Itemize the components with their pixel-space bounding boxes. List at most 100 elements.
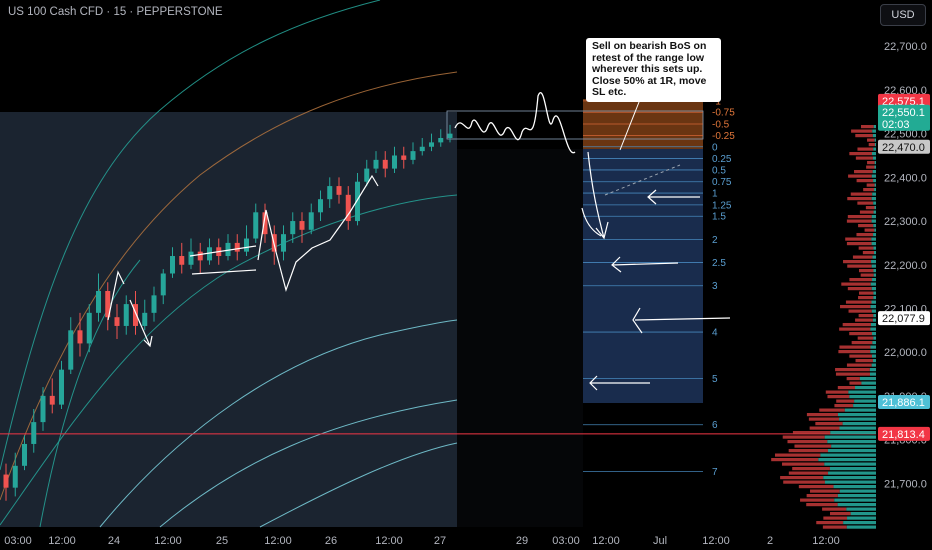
- candle-body: [281, 234, 286, 252]
- volume-bar-sell: [792, 467, 830, 471]
- volume-bar-sell: [849, 152, 873, 156]
- volume-bar-sell: [806, 413, 838, 417]
- y-tick-label: 22,400.0: [884, 172, 927, 184]
- volume-bar-buy: [824, 462, 876, 466]
- volume-bar-buy: [820, 453, 876, 457]
- fib-label: -0.25: [712, 131, 735, 142]
- volume-bar-buy: [871, 287, 876, 291]
- volume-bar-buy: [871, 264, 876, 268]
- price-labels: 22,575.122,550.102:0322,470.022,077.921,…: [878, 93, 930, 441]
- y-tick-label: 22,500.0: [884, 129, 927, 141]
- volume-bar-sell: [846, 363, 872, 367]
- volume-bar-sell: [855, 359, 873, 363]
- volume-bar-sell: [855, 134, 873, 138]
- volume-bar-sell: [822, 525, 847, 529]
- candle-body: [327, 186, 333, 200]
- candle-body: [160, 273, 166, 296]
- fib-label: -0.5: [712, 120, 730, 131]
- x-tick-label: 12:00: [48, 535, 76, 547]
- volume-bar-buy: [873, 296, 876, 300]
- volume-bar-buy: [871, 219, 876, 223]
- swing-mark-1: [107, 270, 153, 348]
- volume-bar-buy: [873, 314, 876, 318]
- volume-bar-buy: [872, 192, 876, 196]
- volume-bar-buy: [844, 408, 876, 412]
- volume-bar-sell: [847, 215, 872, 219]
- volume-bar-buy: [837, 494, 876, 498]
- volume-bar-buy: [873, 291, 876, 295]
- currency-button[interactable]: USD: [880, 4, 926, 26]
- volume-bar-sell: [788, 471, 829, 475]
- volume-bar-sell: [847, 197, 872, 201]
- y-tick-label: 22,300.0: [884, 216, 927, 228]
- volume-bar-buy: [870, 305, 876, 309]
- time-axis[interactable]: 03:00 12:00 24 12:00 25 12:00 26 12:00 27 29 03:00…: [4, 535, 840, 547]
- price-label-bg: [878, 426, 930, 441]
- price-label-text: 22,077.9: [882, 313, 925, 325]
- candle-body: [355, 181, 360, 222]
- fib-label: 0.25: [712, 154, 732, 165]
- candle-body: [318, 199, 323, 213]
- candle-body: [225, 242, 231, 257]
- candle-body: [22, 443, 27, 466]
- x-tick-label: 12:00: [702, 535, 730, 547]
- volume-bar-buy: [829, 467, 876, 471]
- volume-bar-buy: [872, 278, 876, 282]
- volume-bar-sell: [839, 345, 871, 349]
- candle-body: [401, 155, 407, 160]
- volume-bar-buy: [871, 174, 876, 178]
- volume-bar-sell: [858, 246, 874, 250]
- band-outer-upper: [0, 0, 381, 471]
- candle-body: [438, 138, 444, 143]
- volume-bar-buy: [869, 372, 876, 376]
- volume-bar-buy: [870, 327, 876, 331]
- candle-body: [244, 238, 249, 252]
- volume-bar-buy: [824, 435, 876, 439]
- volume-bar-sell: [864, 228, 875, 232]
- volume-bar-sell: [851, 129, 873, 133]
- volume-bar-buy: [849, 395, 876, 399]
- x-tick-label: 24: [108, 535, 120, 547]
- volume-bar-sell: [780, 476, 824, 480]
- pointer-line: [619, 91, 644, 151]
- candle-body: [188, 251, 194, 265]
- volume-bar-sell: [862, 251, 875, 255]
- fib-label: 4: [712, 328, 718, 339]
- candle-body: [3, 474, 9, 488]
- volume-bar-buy: [846, 525, 876, 529]
- volume-bar-sell: [849, 381, 862, 385]
- volume-bar-sell: [782, 462, 825, 466]
- volume-bar-sell: [840, 305, 871, 309]
- volume-bar-sell: [827, 395, 850, 399]
- volume-bar-buy: [837, 503, 876, 507]
- volume-bar-buy: [861, 381, 876, 385]
- candle-body: [410, 151, 416, 160]
- volume-bar-buy: [874, 206, 876, 210]
- volume-bar-buy: [830, 431, 876, 435]
- volume-bar-sell: [860, 273, 874, 277]
- volume-bar-buy: [874, 183, 876, 187]
- volume-bar-sell: [816, 521, 844, 525]
- volume-bar-sell: [856, 179, 874, 183]
- candle-body: [31, 422, 37, 444]
- band-outer-low: [159, 399, 458, 528]
- band-inner-low: [99, 319, 458, 528]
- fib-label: 0.5: [712, 165, 726, 176]
- target-zone-rect: [583, 149, 703, 403]
- symbol-title: US 100 Cash CFD · 15 · PEPPERSTONE: [8, 6, 223, 18]
- candle-body: [392, 155, 397, 169]
- volume-bar-sell: [849, 278, 873, 282]
- candle-body: [197, 251, 203, 261]
- volume-bar-sell: [847, 264, 872, 268]
- volume-bar-sell: [845, 237, 872, 241]
- volume-bar-sell: [857, 147, 874, 151]
- volume-bar-buy: [872, 134, 876, 138]
- volume-bar-buy: [874, 138, 876, 142]
- volume-bar-sell: [850, 192, 873, 196]
- volume-bar-buy: [873, 210, 876, 214]
- volume-bar-buy: [872, 152, 876, 156]
- volume-bar-buy: [853, 404, 876, 408]
- volume-bar-buy: [842, 422, 876, 426]
- candle-body: [86, 312, 92, 344]
